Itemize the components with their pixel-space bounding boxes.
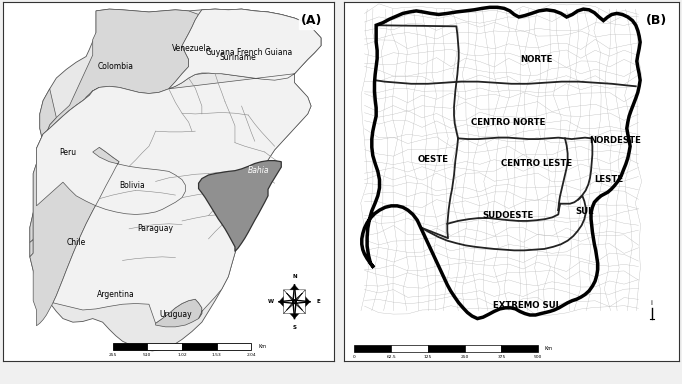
Text: Bahia: Bahia	[248, 166, 269, 175]
Polygon shape	[80, 157, 186, 215]
Text: Km: Km	[258, 344, 266, 349]
Text: 500: 500	[534, 355, 542, 359]
Text: SUDOESTE: SUDOESTE	[483, 211, 534, 220]
Text: W: W	[268, 299, 274, 304]
Polygon shape	[284, 302, 306, 314]
Text: S: S	[293, 325, 297, 330]
Text: Colombia: Colombia	[98, 62, 134, 71]
Text: 250: 250	[460, 355, 469, 359]
Polygon shape	[279, 302, 295, 318]
Polygon shape	[295, 285, 310, 302]
Text: 510: 510	[143, 353, 151, 357]
Text: Peru: Peru	[59, 148, 76, 157]
Polygon shape	[30, 9, 321, 351]
Text: Paraguay: Paraguay	[138, 223, 173, 233]
Bar	[147, 343, 182, 350]
Bar	[464, 345, 501, 352]
Text: 375: 375	[497, 355, 505, 359]
Text: Guyana: Guyana	[205, 48, 235, 57]
Polygon shape	[63, 146, 186, 215]
Polygon shape	[361, 7, 640, 319]
Text: N: N	[292, 273, 297, 278]
Text: Uruguay: Uruguay	[159, 310, 192, 319]
Text: SUL: SUL	[576, 207, 594, 217]
Text: 1.53: 1.53	[212, 353, 222, 357]
Text: NORTE: NORTE	[520, 55, 552, 64]
Text: 0: 0	[353, 355, 356, 359]
Text: 255: 255	[108, 353, 117, 357]
Bar	[501, 345, 538, 352]
Polygon shape	[155, 299, 202, 327]
Polygon shape	[295, 302, 310, 318]
Bar	[182, 343, 217, 350]
Bar	[391, 345, 428, 352]
Text: French Guiana: French Guiana	[237, 48, 293, 57]
Polygon shape	[284, 290, 295, 314]
Polygon shape	[30, 91, 119, 326]
Text: LESTE: LESTE	[594, 175, 623, 184]
Text: Chile: Chile	[67, 238, 86, 247]
Text: i: i	[651, 300, 653, 306]
Text: (A): (A)	[301, 15, 323, 28]
Text: E: E	[316, 299, 320, 304]
Polygon shape	[198, 161, 281, 252]
Text: EXTREMO SUL: EXTREMO SUL	[492, 301, 561, 310]
Polygon shape	[279, 285, 295, 302]
Text: Km: Km	[544, 346, 552, 351]
Text: 1.02: 1.02	[177, 353, 187, 357]
Polygon shape	[36, 9, 321, 323]
Text: 125: 125	[424, 355, 432, 359]
Text: Venezuela: Venezuela	[173, 44, 211, 53]
Polygon shape	[168, 9, 321, 89]
Polygon shape	[46, 9, 198, 178]
Bar	[428, 345, 464, 352]
Bar	[217, 343, 252, 350]
Polygon shape	[284, 290, 306, 302]
Polygon shape	[30, 89, 93, 242]
Text: Argentina: Argentina	[97, 290, 135, 299]
Bar	[113, 343, 147, 350]
Bar	[355, 345, 391, 352]
Text: 2.04: 2.04	[247, 353, 256, 357]
Text: CENTRO NORTE: CENTRO NORTE	[471, 118, 546, 127]
Text: Suriname: Suriname	[220, 53, 256, 62]
Text: CENTRO LESTE: CENTRO LESTE	[501, 159, 572, 168]
Text: 62.5: 62.5	[386, 355, 396, 359]
Text: NORDESTE: NORDESTE	[589, 136, 641, 145]
Polygon shape	[30, 88, 100, 257]
Text: OESTE: OESTE	[417, 156, 449, 164]
Text: Bolivia: Bolivia	[119, 180, 145, 190]
Polygon shape	[295, 290, 306, 314]
Text: (B): (B)	[646, 15, 667, 28]
